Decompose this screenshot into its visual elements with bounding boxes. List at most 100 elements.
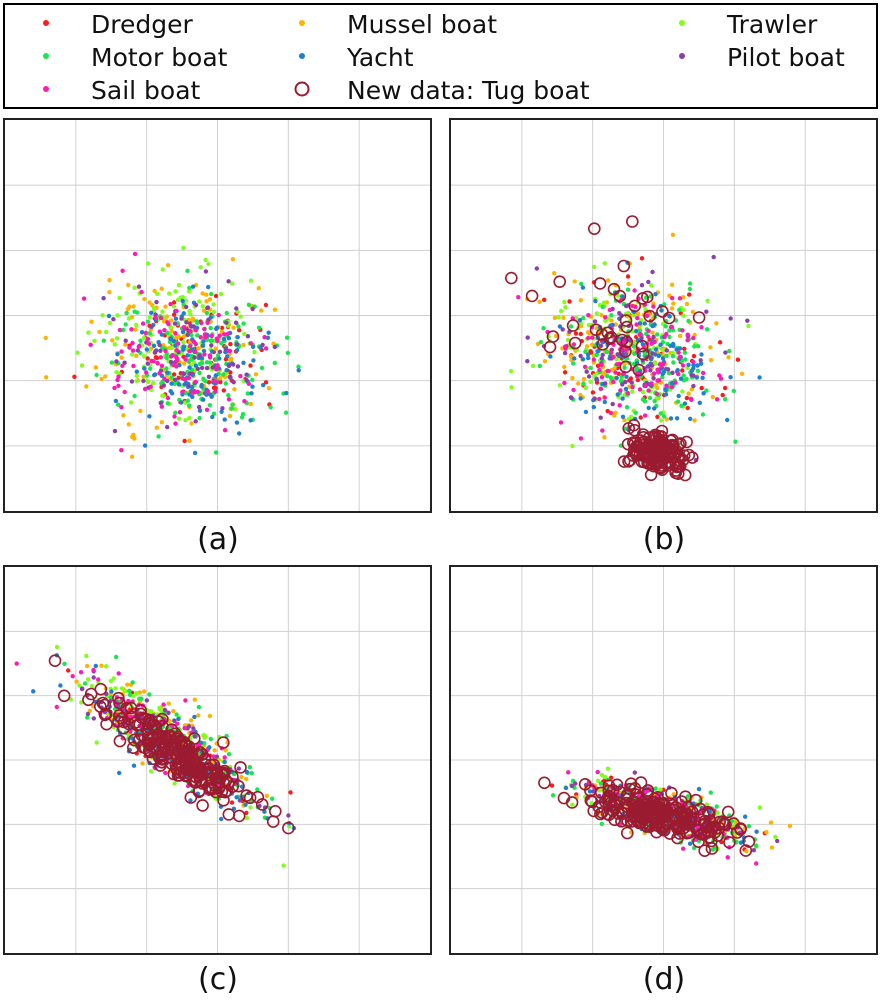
data-point: [143, 745, 157, 759]
data-point: [699, 385, 704, 391]
data-point: [635, 315, 640, 321]
data-point: [237, 328, 242, 333]
data-point: [223, 748, 228, 753]
data-point: [197, 370, 202, 376]
data-point: [650, 351, 655, 356]
data-point: [653, 786, 658, 791]
data-point: [199, 382, 204, 388]
data-point: [616, 371, 621, 376]
data-point: [588, 365, 593, 371]
data-point: [272, 307, 278, 312]
data-point: [149, 310, 154, 315]
data-point: [207, 713, 213, 719]
data-point: [690, 309, 695, 315]
data-point: [692, 418, 697, 423]
data-point: [161, 702, 166, 707]
data-point: [127, 688, 132, 693]
caption-c: (c): [198, 962, 238, 997]
data-point: [174, 308, 179, 314]
data-point: [538, 340, 544, 345]
data-point: [623, 453, 637, 467]
data-point: [179, 316, 184, 321]
data-point: [639, 336, 644, 341]
data-point: [181, 311, 186, 316]
data-point: [284, 335, 290, 340]
data-point: [176, 416, 182, 421]
data-point: [675, 814, 689, 827]
data-point: [122, 389, 127, 395]
data-point: [203, 379, 208, 384]
data-point: [154, 299, 159, 305]
data-point: [636, 292, 649, 305]
data-point: [669, 306, 675, 311]
data-point: [167, 767, 181, 781]
data-point: [160, 393, 165, 398]
data-point: [187, 344, 193, 349]
data-point: [675, 399, 681, 404]
data-point: [628, 299, 642, 313]
data-point: [173, 289, 178, 294]
data-point: [193, 341, 198, 347]
data-point: [200, 343, 206, 348]
scatter-panel-a: [3, 118, 432, 513]
data-point: [695, 344, 701, 349]
data-point: [165, 401, 170, 406]
data-point: [265, 335, 271, 340]
data-point: [207, 403, 212, 408]
data-point: [691, 353, 697, 359]
data-point: [211, 309, 217, 315]
data-point: [695, 363, 700, 368]
data-point: [162, 707, 168, 713]
data-point: [244, 769, 250, 775]
data-point: [152, 372, 158, 377]
data-point: [171, 338, 176, 344]
plot-area-a: [5, 120, 430, 511]
data-point: [181, 325, 187, 330]
data-point: [221, 336, 227, 342]
data-point: [209, 343, 214, 348]
data-point: [509, 385, 514, 390]
data-point: [681, 313, 686, 318]
data-point: [182, 438, 187, 444]
data-point: [685, 338, 690, 343]
data-point: [610, 401, 615, 407]
data-point: [618, 388, 623, 393]
data-point: [650, 269, 655, 275]
data-point: [566, 319, 580, 332]
data-point: [723, 836, 736, 849]
data-point: [248, 401, 253, 407]
data-point: [171, 304, 177, 309]
data-point: [116, 671, 121, 676]
data-point: [203, 335, 208, 340]
data-point: [208, 338, 213, 343]
data-point: [659, 308, 664, 313]
data-point: [649, 455, 663, 469]
data-point: [251, 358, 256, 363]
data-point: [586, 322, 592, 328]
data-point: [135, 348, 140, 353]
data-point: [219, 325, 225, 331]
data-point: [240, 789, 253, 802]
data-point: [583, 385, 588, 391]
data-point: [177, 410, 183, 415]
data-point: [92, 338, 97, 344]
data-point: [209, 291, 214, 297]
data-point: [119, 448, 124, 453]
data-point: [226, 393, 231, 398]
data-point: [212, 748, 217, 753]
data-point: [129, 327, 134, 332]
data-point: [691, 366, 696, 371]
series-sail-boat: [81, 251, 269, 453]
data-point: [598, 343, 604, 348]
data-point: [598, 386, 604, 391]
legend-label: New data: Tug boat: [347, 76, 590, 105]
data-point: [542, 297, 547, 302]
data-point: [134, 353, 139, 358]
data-point: [669, 324, 675, 330]
data-point: [184, 791, 198, 804]
scatter-panel-b: [449, 118, 878, 513]
data-point: [609, 350, 614, 355]
data-point: [537, 363, 542, 369]
data-point: [134, 369, 139, 374]
data-point: [96, 696, 110, 710]
